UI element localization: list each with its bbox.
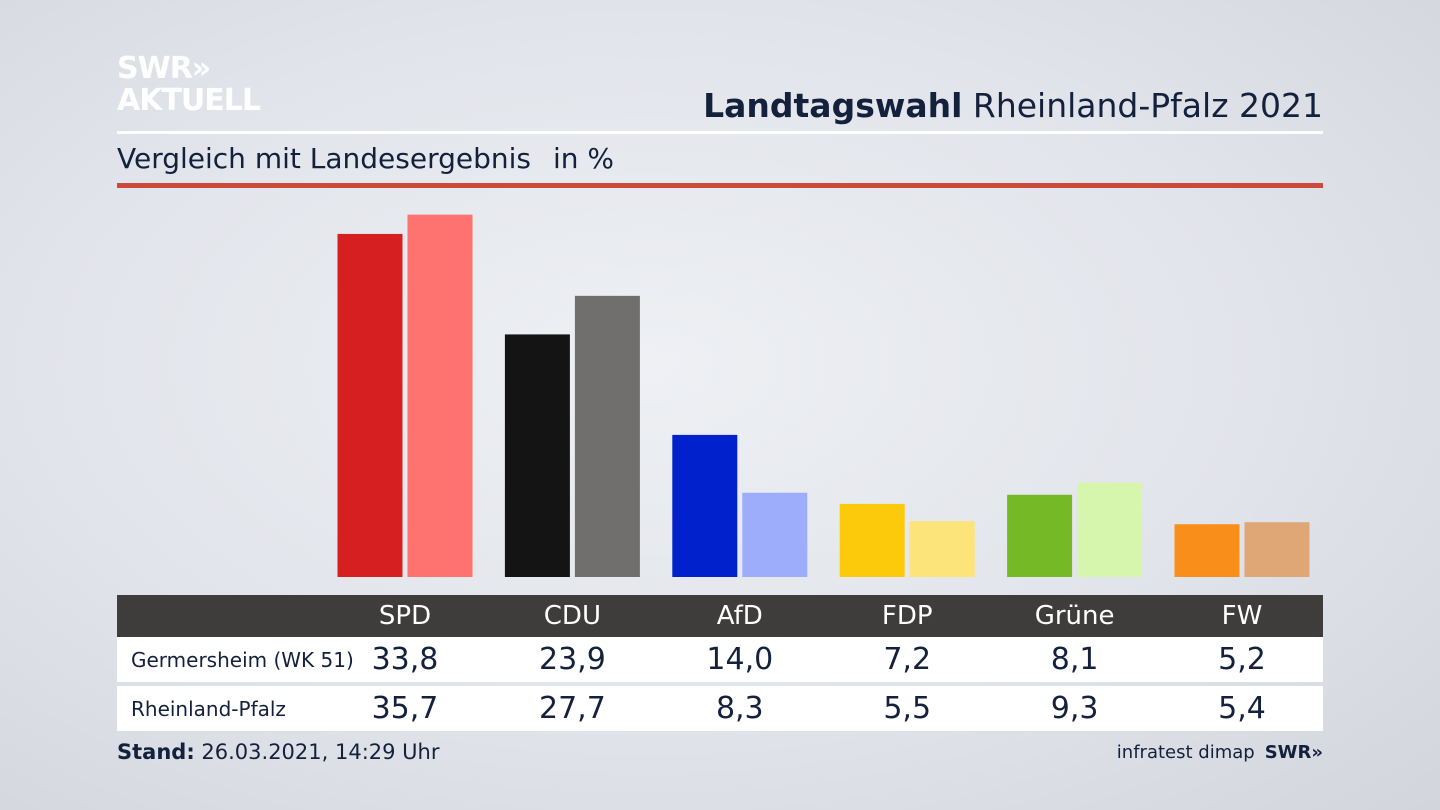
- table-header: SPD CDU AfD FDP Grüne FW: [117, 595, 1323, 637]
- stand-value: 26.03.2021, 14:29 Uhr: [194, 740, 440, 764]
- header-cell-afd: AfD: [716, 601, 763, 631]
- value-cell: 27,7: [538, 691, 606, 726]
- value-cell: 14,0: [706, 642, 774, 677]
- row-label-germersheim: Germersheim (WK 51): [131, 647, 354, 672]
- subtitle-text: Vergleich mit Landesergebnis: [117, 142, 531, 175]
- bar-fdp-germersheim: [839, 503, 905, 577]
- bar-fdp-rheinland-pfalz: [909, 521, 975, 577]
- value-cell: 9,3: [1050, 691, 1099, 726]
- header-cell-gruene: Grüne: [1034, 601, 1115, 631]
- logo-line-2: AKTUELL: [117, 83, 261, 118]
- title-rest: Rheinland-Pfalz 2021: [962, 86, 1323, 125]
- bar-fw-germersheim: [1174, 524, 1240, 577]
- page-title: Landtagswahl Rheinland-Pfalz 2021: [703, 86, 1323, 125]
- value-cell: 35,7: [371, 691, 439, 726]
- table-row-rheinland-pfalz: Rheinland-Pfalz 35,7 27,7 8,3 5,5 9,3 5,…: [117, 686, 1323, 731]
- swr-brand-logo: SWR»: [1264, 742, 1323, 763]
- swr-aktuell-logo: SWR» AKTUELL: [117, 51, 261, 118]
- timestamp: Stand: 26.03.2021, 14:29 Uhr: [117, 740, 440, 764]
- table-row-germersheim: Germersheim (WK 51) 33,8 23,9 14,0 7,2 8…: [117, 637, 1323, 682]
- stand-label: Stand:: [117, 740, 195, 764]
- value-cell: 5,5: [883, 691, 932, 726]
- unit-label: in %: [552, 142, 615, 175]
- bar-fw-rheinland-pfalz: [1244, 522, 1310, 577]
- bar-cdu-germersheim: [504, 334, 570, 577]
- header-cell-fdp: FDP: [881, 601, 933, 631]
- bar-grüne-germersheim: [1007, 494, 1073, 577]
- value-cell: 7,2: [883, 642, 932, 677]
- value-cell: 8,1: [1050, 642, 1099, 677]
- bar-spd-rheinland-pfalz: [407, 214, 473, 577]
- value-cell: 23,9: [538, 642, 606, 677]
- subtitle-divider: [117, 183, 1323, 188]
- header-cell-spd: SPD: [378, 601, 432, 631]
- bar-afd-rheinland-pfalz: [742, 492, 808, 577]
- chart-subtitle: Vergleich mit Landesergebnis in %: [117, 142, 614, 175]
- title-divider: [117, 131, 1323, 134]
- bar-grüne-rheinland-pfalz: [1077, 482, 1143, 577]
- source-text: infratest dimap: [1116, 742, 1255, 763]
- header-cell-cdu: CDU: [543, 601, 601, 631]
- value-cell: 5,4: [1218, 691, 1266, 726]
- header-cell-fw: FW: [1221, 601, 1263, 631]
- source-credit: infratest dimap SWR»: [1117, 742, 1323, 763]
- row-label-rheinland-pfalz: Rheinland-Pfalz: [131, 696, 286, 721]
- bar-spd-germersheim: [337, 233, 403, 577]
- value-cell: 8,3: [715, 691, 764, 726]
- bar-cdu-rheinland-pfalz: [574, 295, 640, 577]
- logo-line-1: SWR»: [117, 51, 211, 86]
- value-cell: 5,2: [1218, 642, 1266, 677]
- results-table: SPD CDU AfD FDP Grüne FW Germersheim (WK…: [117, 595, 1323, 731]
- title-bold: Landtagswahl: [703, 86, 963, 125]
- value-cell: 33,8: [371, 642, 439, 677]
- bar-afd-germersheim: [672, 434, 738, 577]
